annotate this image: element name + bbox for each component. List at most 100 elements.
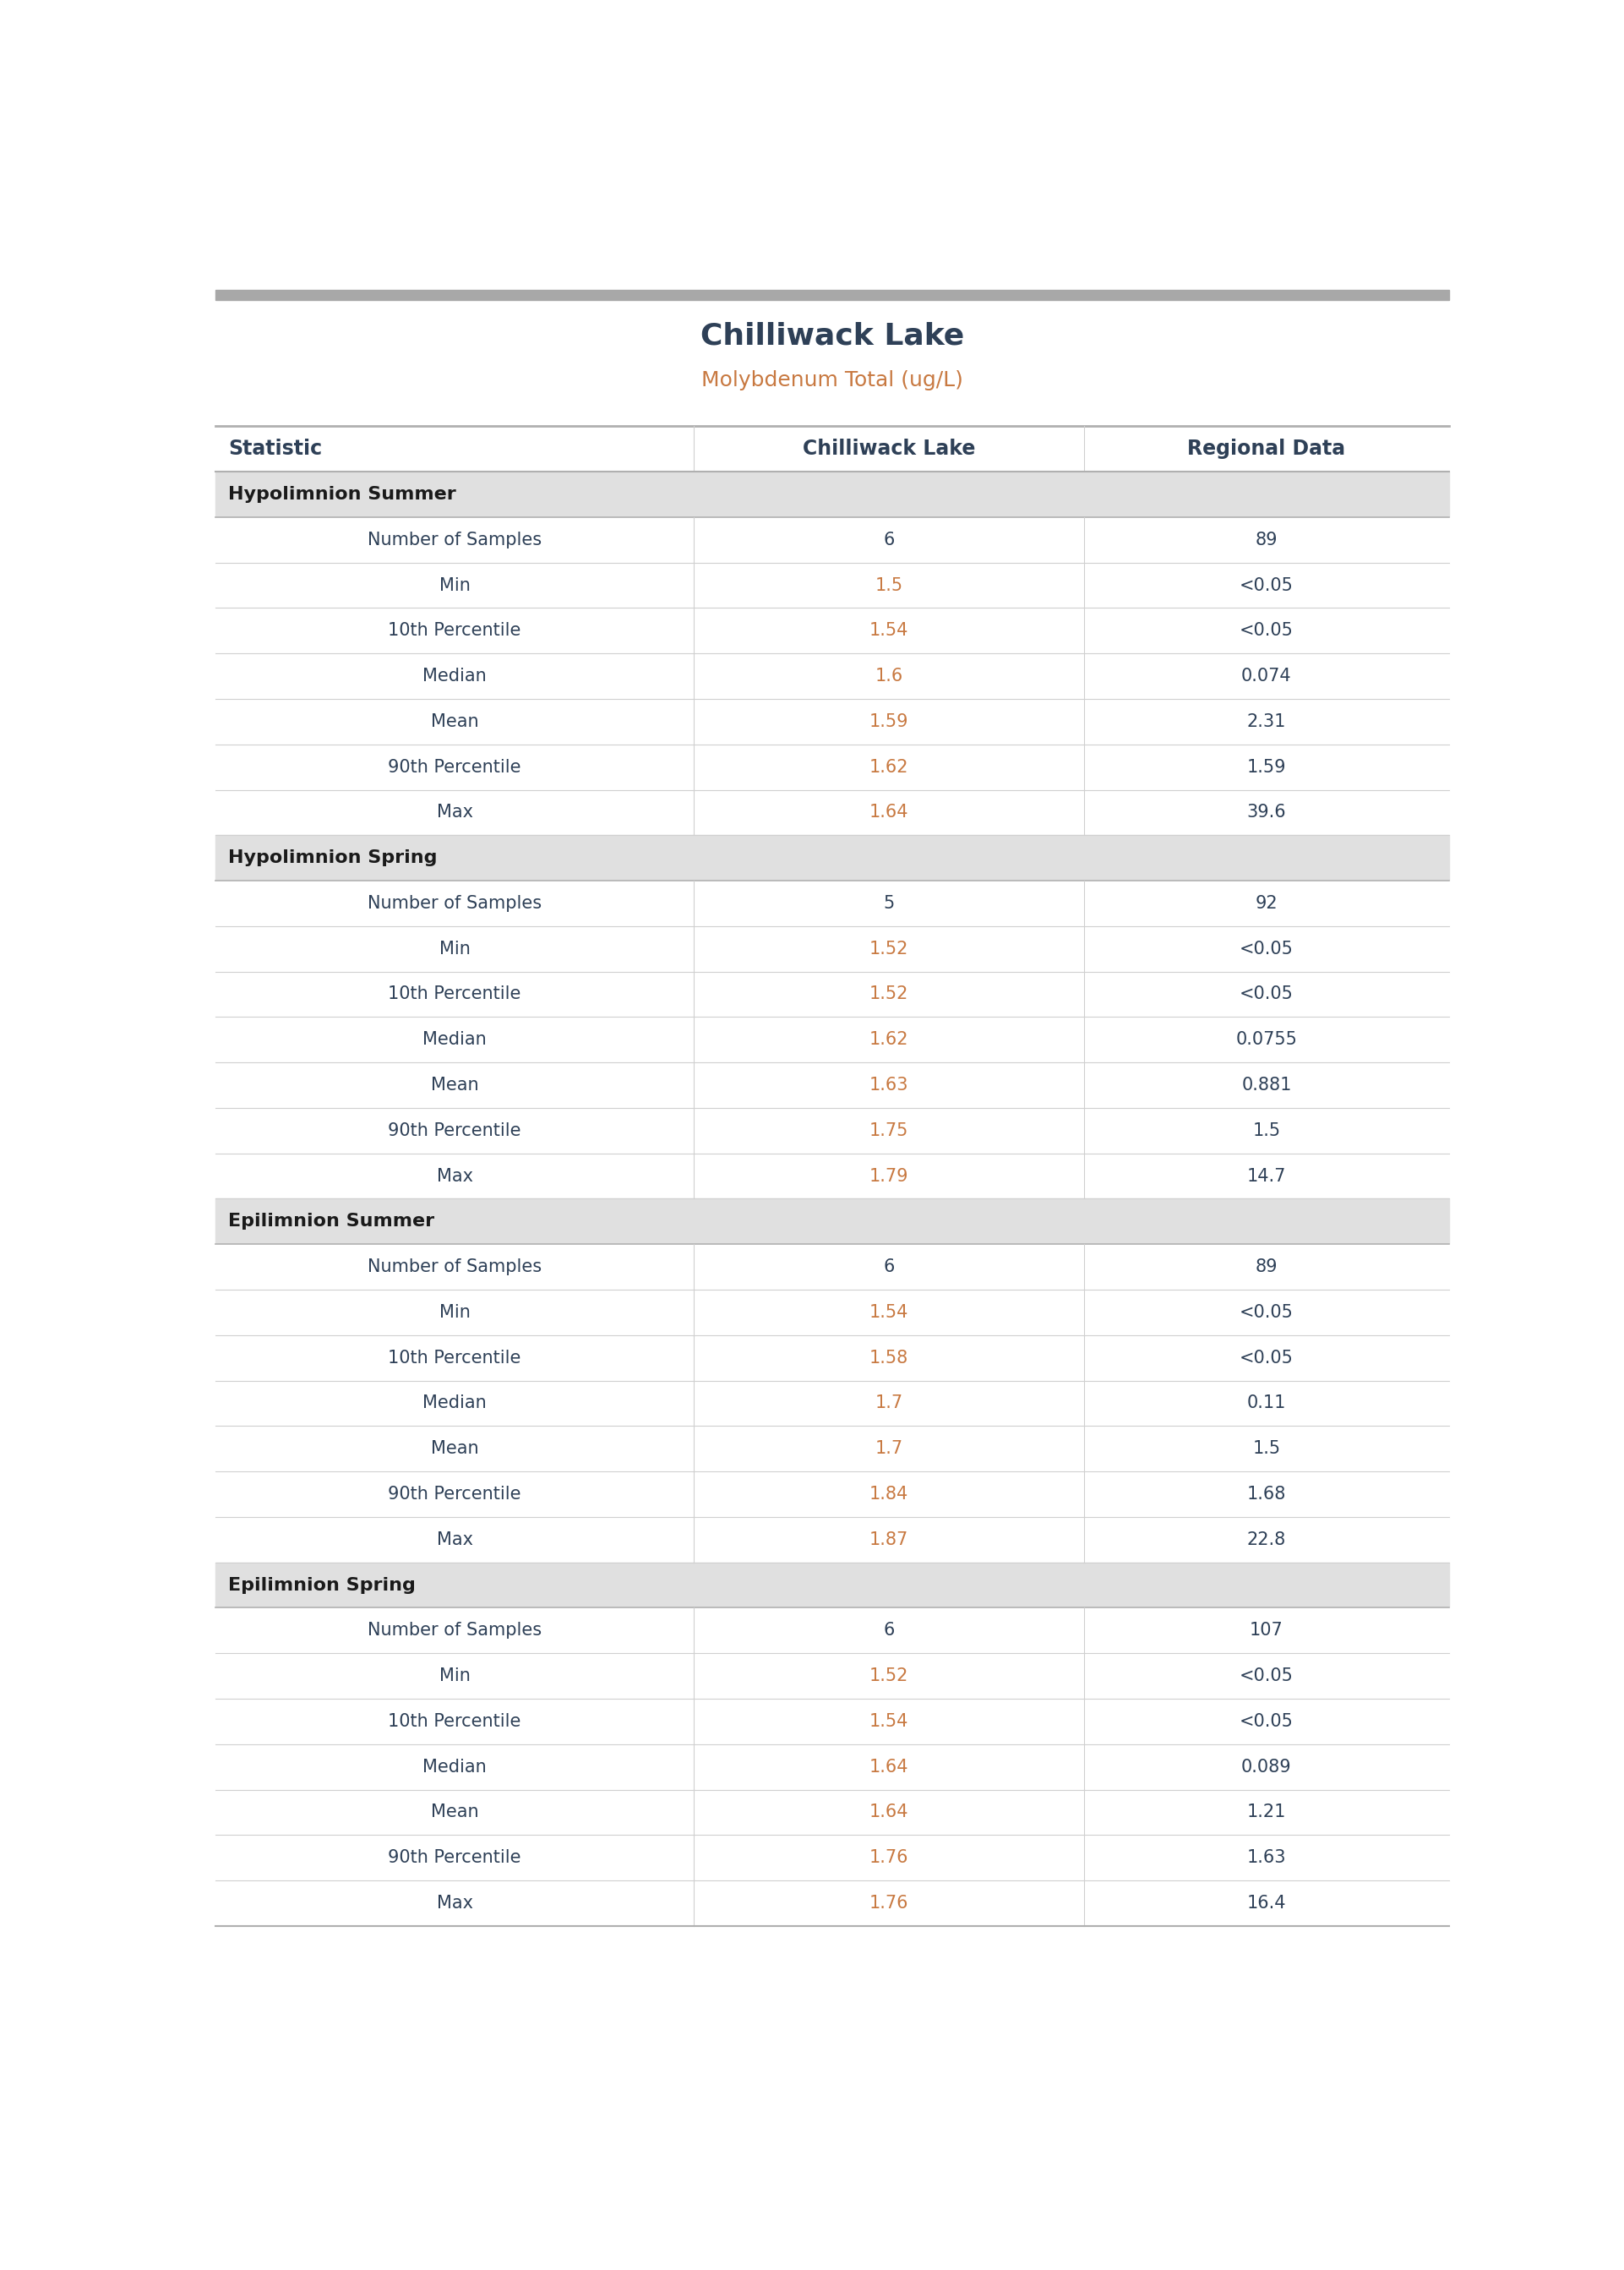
Text: 2.31: 2.31 [1247,713,1286,731]
Bar [216,1153,1449,1199]
Text: Mean: Mean [430,1439,479,1457]
Text: 6: 6 [883,1623,895,1639]
Text: 6: 6 [883,1258,895,1276]
Bar [216,300,1449,427]
Text: Median: Median [422,1394,487,1412]
Text: Number of Samples: Number of Samples [367,1623,542,1639]
Text: 10th Percentile: 10th Percentile [388,985,521,1003]
Text: Regional Data: Regional Data [1187,438,1346,459]
Text: Median: Median [422,1031,487,1049]
Bar [216,1880,1449,1925]
Text: Hypolimnion Spring: Hypolimnion Spring [227,849,437,867]
Text: 1.7: 1.7 [875,1394,903,1412]
Bar [216,1562,1449,1607]
Text: 10th Percentile: 10th Percentile [388,1714,521,1730]
Bar [216,1244,1449,1289]
Text: 1.64: 1.64 [869,1805,908,1821]
Text: 1.79: 1.79 [869,1167,908,1185]
Text: 1.64: 1.64 [869,804,908,822]
Text: 90th Percentile: 90th Percentile [388,758,521,776]
Bar [216,654,1449,699]
Text: Min: Min [438,577,471,595]
Text: 1.58: 1.58 [869,1348,908,1367]
Text: Max: Max [437,1895,473,1911]
Text: 1.68: 1.68 [1247,1487,1286,1503]
Text: 22.8: 22.8 [1247,1532,1286,1548]
Text: Mean: Mean [430,713,479,731]
Text: 89: 89 [1255,531,1278,549]
Bar [216,699,1449,745]
Bar [216,1062,1449,1108]
Bar [216,972,1449,1017]
Text: 1.7: 1.7 [875,1439,903,1457]
Text: 1.76: 1.76 [869,1850,908,1866]
Bar [216,1743,1449,1789]
Text: <0.05: <0.05 [1239,1668,1293,1684]
Text: Epilimnion Spring: Epilimnion Spring [227,1578,416,1594]
Text: <0.05: <0.05 [1239,622,1293,640]
Text: 0.089: 0.089 [1241,1759,1291,1775]
Text: Statistic: Statistic [227,438,322,459]
Bar [216,1017,1449,1062]
Text: 0.074: 0.074 [1241,667,1291,686]
Bar [216,608,1449,654]
Text: 1.52: 1.52 [869,985,908,1003]
Text: Max: Max [437,804,473,822]
Text: 92: 92 [1255,894,1278,913]
Text: 1.63: 1.63 [1247,1850,1286,1866]
Text: 1.54: 1.54 [869,1303,908,1321]
Text: <0.05: <0.05 [1239,1303,1293,1321]
Text: Median: Median [422,1759,487,1775]
Text: 1.64: 1.64 [869,1759,908,1775]
Text: Min: Min [438,940,471,958]
Text: Number of Samples: Number of Samples [367,531,542,549]
Bar [216,1834,1449,1880]
Bar [216,563,1449,608]
Text: Mean: Mean [430,1076,479,1094]
Text: 0.11: 0.11 [1247,1394,1286,1412]
Text: Mean: Mean [430,1805,479,1821]
Bar [216,1471,1449,1516]
Text: <0.05: <0.05 [1239,940,1293,958]
Text: 1.59: 1.59 [1247,758,1286,776]
Text: 6: 6 [883,531,895,549]
Text: 107: 107 [1250,1623,1283,1639]
Bar [216,472,1449,518]
Text: <0.05: <0.05 [1239,1714,1293,1730]
Text: Number of Samples: Number of Samples [367,1258,542,1276]
Text: 1.6: 1.6 [875,667,903,686]
Bar [216,790,1449,835]
Bar [216,1607,1449,1653]
Text: 90th Percentile: 90th Percentile [388,1487,521,1503]
Text: Median: Median [422,667,487,686]
Bar [216,427,1449,472]
Text: 0.0755: 0.0755 [1236,1031,1298,1049]
Bar [216,1108,1449,1153]
Text: Molybdenum Total (ug/L): Molybdenum Total (ug/L) [702,370,963,390]
Bar [216,1335,1449,1380]
Text: 5: 5 [883,894,895,913]
Text: 1.5: 1.5 [1252,1439,1280,1457]
Text: Chilliwack Lake: Chilliwack Lake [802,438,976,459]
Text: 1.21: 1.21 [1247,1805,1286,1821]
Text: Max: Max [437,1167,473,1185]
Text: Min: Min [438,1668,471,1684]
Bar [216,745,1449,790]
Bar [216,1426,1449,1471]
Bar [216,1380,1449,1426]
Text: 1.59: 1.59 [869,713,908,731]
Text: 89: 89 [1255,1258,1278,1276]
Text: Epilimnion Summer: Epilimnion Summer [227,1212,435,1230]
Text: 10th Percentile: 10th Percentile [388,622,521,640]
Bar [216,1653,1449,1698]
Text: 90th Percentile: 90th Percentile [388,1850,521,1866]
Text: 1.75: 1.75 [869,1121,908,1140]
Bar [216,1789,1449,1834]
Text: 1.52: 1.52 [869,940,908,958]
Text: 1.5: 1.5 [875,577,903,595]
Bar [216,881,1449,926]
Text: Min: Min [438,1303,471,1321]
Bar [216,518,1449,563]
Bar [216,291,1449,300]
Text: 1.62: 1.62 [869,1031,908,1049]
